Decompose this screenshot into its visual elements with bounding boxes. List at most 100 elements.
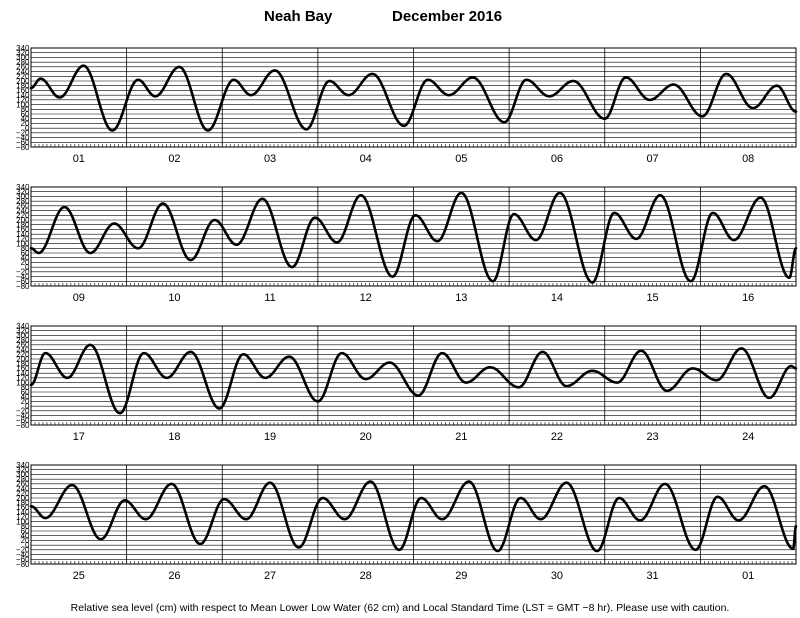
y-tick-label: 180 <box>16 499 30 508</box>
y-tick-label: 260 <box>16 63 30 72</box>
x-tick-label-day: 05 <box>455 153 467 165</box>
y-tick-label: 180 <box>16 360 30 369</box>
y-tick-label: −60 <box>16 277 30 286</box>
x-tick-label-day: 14 <box>551 292 563 304</box>
x-tick-label-day: 08 <box>742 153 754 165</box>
y-tick-label: 120 <box>16 96 30 105</box>
x-tick-label-day: 07 <box>646 153 658 165</box>
y-tick-label: −40 <box>16 550 30 559</box>
tide-series-line <box>29 343 798 415</box>
x-tick-label-day: 09 <box>73 292 85 304</box>
y-tick-label: 60 <box>21 527 30 536</box>
x-tick-label-day: 15 <box>646 292 658 304</box>
x-tick-label-day: 27 <box>264 570 276 582</box>
tide-series-line <box>29 64 798 132</box>
tide-panel-1: 3403203002802602402202001801601401201008… <box>16 44 798 165</box>
x-tick-label-day: 01 <box>73 153 85 165</box>
y-tick-label: 100 <box>16 517 30 526</box>
y-tick-label: 160 <box>16 225 30 234</box>
x-tick-label-day: 24 <box>742 431 754 443</box>
x-tick-label-day: 10 <box>168 292 180 304</box>
y-tick-label: 0 <box>25 402 30 411</box>
y-tick-label: 60 <box>21 388 30 397</box>
y-tick-label: 40 <box>21 393 30 402</box>
y-tick-label: 0 <box>25 263 30 272</box>
chart-panels: 3403203002802602402202001801601401201008… <box>16 44 798 582</box>
y-tick-label: −60 <box>16 555 30 564</box>
y-tick-label: −80 <box>16 143 30 152</box>
panel-frame <box>30 464 797 565</box>
y-tick-label: −80 <box>16 421 30 430</box>
x-tick-label-day: 19 <box>264 431 276 443</box>
x-tick-label-day: 04 <box>360 153 372 165</box>
y-tick-label: 200 <box>16 494 30 503</box>
x-tick-label-day: 23 <box>646 431 658 443</box>
y-tick-label: −20 <box>16 129 30 138</box>
y-tick-label: 280 <box>16 336 30 345</box>
y-tick-label: −60 <box>16 416 30 425</box>
y-tick-label: 320 <box>16 327 30 336</box>
y-tick-label: 300 <box>16 331 30 340</box>
y-tick-label: −40 <box>16 411 30 420</box>
y-tick-label: 160 <box>16 503 30 512</box>
y-tick-label: 60 <box>21 249 30 258</box>
y-tick-label: 320 <box>16 188 30 197</box>
tide-series-line <box>29 480 798 553</box>
x-tick-label-day: 31 <box>646 570 658 582</box>
y-tick-label: 0 <box>25 541 30 550</box>
y-tick-label: 240 <box>16 206 30 215</box>
y-tick-label: 240 <box>16 345 30 354</box>
y-tick-label: 340 <box>16 322 30 331</box>
y-tick-label: 140 <box>16 91 30 100</box>
y-tick-label: 40 <box>21 115 30 124</box>
x-tick-label-day: 20 <box>360 431 372 443</box>
y-tick-label: 240 <box>16 67 30 76</box>
y-tick-label: 200 <box>16 77 30 86</box>
y-tick-label: 160 <box>16 364 30 373</box>
tide-panel-3: 3403203002802602402202001801601401201008… <box>16 322 798 443</box>
x-tick-label-day: 02 <box>168 153 180 165</box>
y-tick-label: 100 <box>16 239 30 248</box>
y-tick-label: 240 <box>16 484 30 493</box>
y-tick-label: 40 <box>21 532 30 541</box>
y-tick-label: 60 <box>21 110 30 119</box>
y-tick-label: 120 <box>16 374 30 383</box>
x-tick-label-day: 22 <box>551 431 563 443</box>
y-tick-label: −40 <box>16 133 30 142</box>
y-tick-label: 200 <box>16 355 30 364</box>
y-tick-label: 260 <box>16 480 30 489</box>
y-tick-label: 340 <box>16 183 30 192</box>
y-tick-label: 300 <box>16 53 30 62</box>
y-tick-label: 340 <box>16 44 30 53</box>
tide-series-line <box>29 191 798 284</box>
y-tick-label: 80 <box>21 383 30 392</box>
y-tick-label: 20 <box>21 536 30 545</box>
x-tick-label-day: 25 <box>73 570 85 582</box>
x-tick-label-day: 17 <box>73 431 85 443</box>
y-tick-label: 140 <box>16 369 30 378</box>
y-tick-label: 200 <box>16 216 30 225</box>
y-tick-label: 180 <box>16 221 30 230</box>
y-tick-label: 280 <box>16 58 30 67</box>
chart-footer-note: Relative sea level (cm) with respect to … <box>71 602 730 614</box>
y-tick-label: 320 <box>16 49 30 58</box>
y-tick-label: 260 <box>16 341 30 350</box>
y-tick-label: 0 <box>25 124 30 133</box>
panel-frame <box>30 186 797 287</box>
y-tick-label: 340 <box>16 461 30 470</box>
y-tick-label: 180 <box>16 82 30 91</box>
y-tick-label: 120 <box>16 513 30 522</box>
y-tick-label: 220 <box>16 211 30 220</box>
x-tick-label-day: 12 <box>360 292 372 304</box>
x-tick-label-day: 03 <box>264 153 276 165</box>
x-tick-label-day: 13 <box>455 292 467 304</box>
chart-title-month: December 2016 <box>392 8 502 25</box>
tide-panel-2: 3403203002802602402202001801601401201008… <box>16 183 798 304</box>
y-tick-label: 120 <box>16 235 30 244</box>
tide-panel-4: 3403203002802602402202001801601401201008… <box>16 461 798 582</box>
y-tick-label: 160 <box>16 86 30 95</box>
y-tick-label: 140 <box>16 508 30 517</box>
y-tick-label: 280 <box>16 475 30 484</box>
y-tick-label: −80 <box>16 560 30 569</box>
